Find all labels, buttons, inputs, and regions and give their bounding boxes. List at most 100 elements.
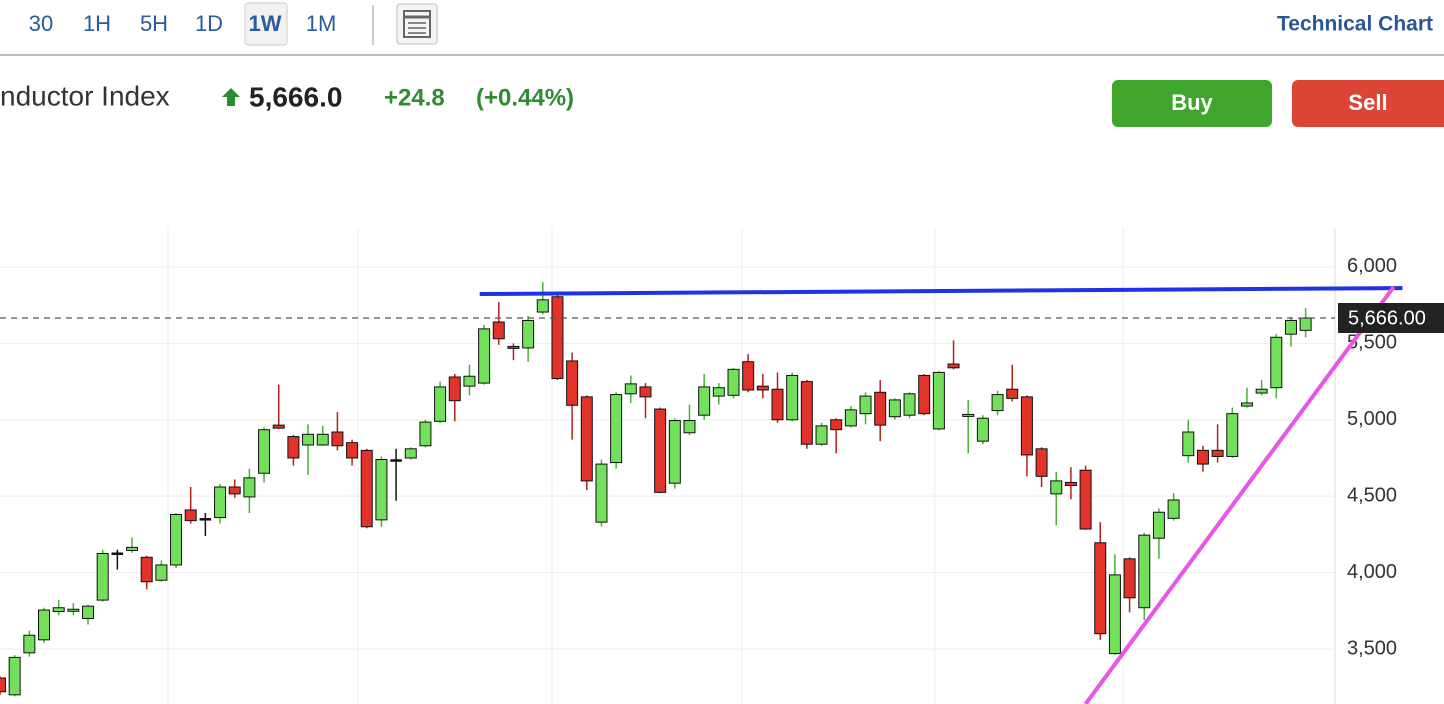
timeframe-tab[interactable]: 1M [306, 11, 337, 36]
candle-body [199, 518, 212, 521]
candle-body [272, 424, 285, 429]
candle-body [786, 374, 799, 421]
candle-body [8, 656, 21, 696]
timeframe-tab[interactable]: 1H [83, 11, 111, 36]
candle-body [859, 395, 872, 415]
candle-body [976, 417, 989, 442]
candle-body [155, 564, 168, 581]
change: +24.8 [384, 84, 445, 111]
candle-body [624, 383, 637, 395]
candle-body [536, 299, 549, 313]
candle-body [258, 429, 271, 474]
candle-body [1006, 388, 1019, 399]
candle-body [1064, 481, 1077, 486]
y-tick-label: 3,500 [1347, 637, 1397, 659]
candle-body [111, 552, 124, 555]
candle-body [448, 376, 461, 402]
candle-body [742, 361, 755, 391]
candle-body [712, 387, 725, 397]
candle-body [668, 420, 681, 484]
candle-body [434, 386, 447, 422]
candle-body [947, 363, 960, 369]
timeframe-tab[interactable]: 1W [249, 11, 282, 36]
candle-body [1196, 449, 1209, 465]
layout-icon[interactable] [396, 3, 438, 45]
candle-body [1255, 388, 1268, 394]
candle-body [815, 425, 828, 445]
y-tick-label: 4,000 [1347, 561, 1397, 583]
candle-body [698, 386, 711, 416]
candle-body [390, 459, 402, 462]
candle-body [1182, 431, 1195, 457]
candle-body [316, 433, 329, 446]
timeframe-tab[interactable]: 30 [29, 11, 53, 36]
candle-body [918, 374, 931, 415]
candle-body [287, 436, 300, 459]
candle-body [492, 321, 505, 340]
candle-body [214, 486, 227, 519]
buy-label[interactable]: Buy [1171, 90, 1213, 115]
candle-body [522, 319, 535, 349]
y-tick-label: 6,000 [1347, 255, 1397, 277]
sell-button[interactable] [1292, 80, 1444, 127]
candle-body [331, 431, 344, 447]
technical-chart-link[interactable]: Technical Chart [1277, 13, 1433, 36]
candle-body [1270, 336, 1283, 389]
candle-body [1094, 542, 1107, 635]
trend-line [1083, 285, 1396, 704]
candle-body [96, 552, 109, 601]
candle-body [52, 607, 65, 613]
candle-body [844, 409, 857, 427]
timeframe-tab[interactable]: 5H [140, 11, 168, 36]
candle-body [1284, 319, 1297, 335]
candle-body [639, 386, 652, 398]
candle-body [1299, 317, 1312, 331]
candle-body [800, 381, 813, 445]
candle-body [463, 375, 476, 387]
candle-body [756, 385, 769, 391]
buy-button[interactable] [1112, 80, 1272, 127]
candle-body [595, 463, 608, 523]
candle-body [874, 391, 887, 426]
candle-body [375, 459, 388, 521]
candle-body [1035, 448, 1048, 477]
sell-label[interactable]: Sell [1348, 90, 1387, 115]
candle-body [1240, 402, 1253, 407]
candle-body [302, 433, 315, 446]
y-tick-label: 5,000 [1347, 408, 1397, 430]
candle-body [1079, 469, 1092, 530]
selected-tab-box [244, 2, 288, 46]
candle-body [1138, 534, 1151, 609]
candle-body [727, 368, 740, 396]
candle-body [346, 442, 359, 459]
candle-body [580, 396, 593, 482]
candle-body [82, 605, 95, 619]
candle-body [991, 394, 1004, 412]
candle-body [962, 413, 975, 417]
candle-body [243, 477, 256, 498]
timeframe-tab[interactable]: 1D [195, 11, 223, 36]
candle-body [932, 371, 945, 430]
candle-body [67, 608, 80, 612]
candle-body [771, 388, 784, 421]
candle-body [126, 546, 139, 551]
change-pct: (+0.44%) [476, 84, 574, 111]
time-grid [167, 228, 1124, 704]
candle-body [903, 393, 916, 416]
trend-line [479, 286, 1403, 297]
candle-body [1108, 574, 1121, 655]
candle-body [1226, 413, 1239, 457]
price: 5,666.0 [249, 81, 342, 112]
candle-body [551, 296, 564, 380]
candle-body [1020, 396, 1033, 456]
y-tick-label: 5,500 [1347, 332, 1397, 354]
candle-body [888, 399, 901, 418]
candle-body [830, 419, 843, 431]
candle-body [23, 634, 36, 654]
candle-body [478, 328, 491, 384]
candle-body [683, 420, 696, 434]
candle-body [566, 360, 579, 406]
candle-body [1152, 511, 1165, 539]
